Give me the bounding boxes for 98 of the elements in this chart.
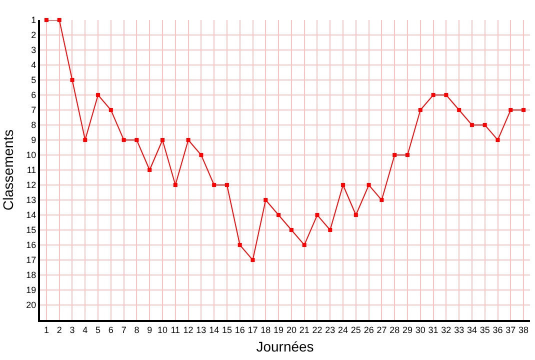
x-tick-label: 29 xyxy=(402,324,413,335)
point xyxy=(508,108,513,112)
x-tick-label: 2 xyxy=(56,324,62,335)
x-tick-label: 4 xyxy=(82,324,88,335)
x-tick-label: 12 xyxy=(183,324,194,335)
x-tick-label: 1 xyxy=(44,324,49,335)
x-tick-label: 22 xyxy=(312,324,322,335)
y-tick-label: 1 xyxy=(31,15,36,26)
x-tick-label: 33 xyxy=(454,324,464,335)
x-tick-label: 35 xyxy=(480,324,490,335)
x-tick-label: 13 xyxy=(196,324,206,335)
point xyxy=(199,153,204,157)
point xyxy=(457,108,462,112)
point xyxy=(238,243,242,247)
point xyxy=(276,213,281,217)
y-tick-label: 18 xyxy=(26,270,36,280)
x-tick-label: 30 xyxy=(415,324,426,335)
y-tick-label: 7 xyxy=(31,105,36,116)
x-tick-label: 21 xyxy=(299,324,310,335)
y-tick-label: 10 xyxy=(26,150,36,160)
x-tick-label: 28 xyxy=(390,324,400,335)
x-tick-label: 20 xyxy=(286,324,296,335)
point xyxy=(186,138,190,142)
x-tick-label: 8 xyxy=(134,324,140,335)
x-tick-label: 6 xyxy=(108,324,114,335)
point xyxy=(122,138,126,142)
x-tick-label: 14 xyxy=(209,324,220,335)
point xyxy=(328,228,332,232)
y-tick-label: 13 xyxy=(26,195,36,206)
point xyxy=(418,108,422,112)
x-tick-label: 16 xyxy=(234,324,245,335)
point xyxy=(108,108,113,112)
point xyxy=(406,153,410,157)
y-tick-label: 11 xyxy=(26,165,36,176)
x-tick-label: 34 xyxy=(466,324,477,335)
point xyxy=(470,123,474,127)
x-tick-label: 18 xyxy=(260,324,271,335)
y-tick-label: 14 xyxy=(26,210,36,220)
point xyxy=(173,183,178,187)
point xyxy=(44,18,48,22)
x-tick-label: 15 xyxy=(222,324,232,335)
x-tick-label: 27 xyxy=(376,324,387,335)
y-axis-title: Classements xyxy=(0,130,16,210)
point xyxy=(354,213,358,217)
y-tick-label: 20 xyxy=(26,300,36,310)
point xyxy=(431,93,436,97)
point xyxy=(250,258,255,262)
y-tick-label: 17 xyxy=(26,255,36,266)
x-tick-label: 31 xyxy=(428,324,438,335)
x-tick-label: 7 xyxy=(121,324,126,335)
x-tick-label: 25 xyxy=(350,324,361,335)
x-tick-label: 26 xyxy=(364,324,374,335)
x-tick-label: 23 xyxy=(325,324,336,335)
point xyxy=(496,138,500,142)
x-tick-label: 19 xyxy=(274,324,284,335)
point xyxy=(392,153,397,157)
point xyxy=(522,108,526,112)
x-tick-label: 9 xyxy=(147,324,152,335)
y-tick-label: 5 xyxy=(31,75,36,86)
x-tick-label: 11 xyxy=(170,324,180,335)
y-tick-label: 6 xyxy=(31,90,36,100)
y-tick-label: 16 xyxy=(26,240,36,250)
point xyxy=(96,93,100,97)
y-tick-label: 12 xyxy=(26,180,36,190)
point xyxy=(482,123,487,127)
point xyxy=(160,138,164,142)
point xyxy=(366,183,371,187)
y-tick-label: 2 xyxy=(31,30,36,40)
point xyxy=(315,213,320,217)
y-tick-label: 9 xyxy=(31,135,36,146)
y-tick-label: 19 xyxy=(26,285,36,296)
x-tick-label: 3 xyxy=(70,324,75,335)
y-tick-label: 15 xyxy=(26,225,36,236)
x-tick-label: 5 xyxy=(96,324,101,335)
point xyxy=(57,18,62,22)
y-tick-label: 8 xyxy=(31,120,36,130)
x-tick-label: 10 xyxy=(157,324,168,335)
point xyxy=(134,138,139,142)
point xyxy=(83,138,88,142)
point xyxy=(70,78,74,82)
x-tick-label: 38 xyxy=(518,324,529,335)
y-tick-label: 3 xyxy=(31,45,36,56)
x-tick-label: 32 xyxy=(441,324,452,335)
point xyxy=(224,183,229,187)
point xyxy=(444,93,448,97)
point xyxy=(148,168,152,172)
x-tick-label: 37 xyxy=(506,324,516,335)
x-tick-label: 17 xyxy=(248,324,258,335)
point xyxy=(212,183,216,187)
point xyxy=(302,243,306,247)
y-tick-label: 4 xyxy=(31,60,36,70)
x-tick-label: 24 xyxy=(338,324,348,335)
x-tick-label: 36 xyxy=(492,324,503,335)
point xyxy=(289,228,294,232)
point xyxy=(380,198,384,202)
point xyxy=(341,183,346,187)
x-axis-title: Journées xyxy=(256,338,314,355)
point xyxy=(264,198,268,202)
